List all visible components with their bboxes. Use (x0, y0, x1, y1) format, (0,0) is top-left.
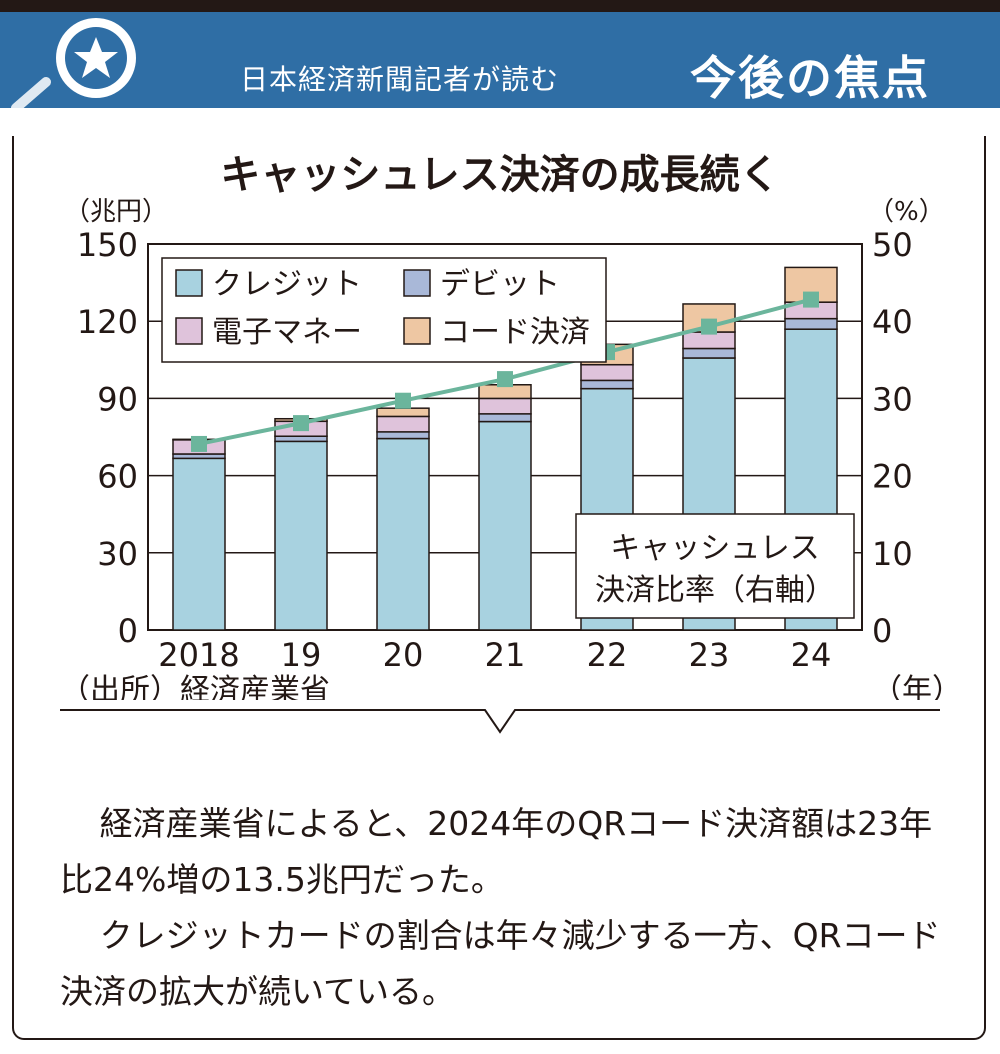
header-banner: 日本経済新聞記者が読む 今後の焦点 (0, 12, 1000, 108)
bar-segment (376, 431, 430, 440)
article-body: 経済産業省によると、2024年のQRコード決済額は23年比24%増の13.5兆円… (60, 796, 950, 1020)
bar-segment (478, 413, 532, 423)
speech-divider (60, 709, 940, 734)
x-tick-label: 21 (485, 636, 526, 674)
y2-tick-label: 40 (872, 303, 913, 341)
x-tick-label: 19 (281, 636, 322, 674)
banner-title: 今後の焦点 (690, 51, 930, 105)
ratio-marker (497, 371, 513, 388)
banner-subtitle: 日本経済新聞記者が読む (240, 63, 560, 96)
x-axis-unit: （年） (872, 673, 962, 700)
y2-tick-label: 10 (872, 535, 913, 573)
bar-segment (376, 437, 430, 631)
ratio-annotation-box (575, 513, 855, 619)
y-tick-label: 90 (97, 380, 138, 418)
bar-segment (376, 415, 430, 433)
legend-label: クレジット (212, 267, 362, 302)
ratio-marker (395, 392, 411, 409)
bar-segment (478, 397, 532, 415)
ratio-marker (293, 415, 309, 432)
legend-swatch (175, 269, 203, 297)
bar-segment (682, 347, 736, 359)
article-paragraph: 経済産業省によると、2024年のQRコード決済額は23年比24%増の13.5兆円… (60, 804, 933, 899)
y2-tick-label: 50 (872, 226, 913, 264)
x-tick-label: 24 (791, 636, 832, 674)
bar-segment (784, 317, 838, 330)
y-tick-label: 150 (77, 226, 138, 264)
ratio-marker (803, 291, 819, 308)
legend-swatch (403, 269, 431, 297)
bar-segment (580, 379, 634, 390)
ratio-marker (701, 318, 717, 335)
legend-swatch (175, 317, 203, 345)
bar-segment (274, 440, 328, 631)
ratio-annotation-label: 決済比率（右軸） (595, 573, 835, 608)
bar-segment (580, 363, 634, 382)
legend-swatch (403, 317, 431, 345)
y2-tick-label: 0 (872, 612, 892, 650)
bar-segment (172, 457, 226, 631)
chart-title: キャッシュレス決済の成長続く (220, 152, 780, 198)
x-tick-label: 2018 (158, 636, 239, 674)
y2-tick-label: 20 (872, 458, 913, 496)
y2-tick-label: 30 (872, 380, 913, 418)
x-tick-label: 23 (689, 636, 730, 674)
ratio-marker (191, 435, 207, 452)
x-tick-label: 22 (587, 636, 628, 674)
y2-axis-unit: （%） (868, 197, 945, 227)
bar-segment (376, 407, 430, 418)
y-axis-unit: （兆円） (64, 197, 168, 227)
x-tick-label: 20 (383, 636, 424, 674)
magnifier-star-icon (11, 18, 136, 108)
article-paragraph: クレジットカードの割合は年々減少する一方、QRコード決済の拡大が続いている。 (60, 916, 941, 1011)
legend-box (161, 257, 607, 363)
legend-label: コード決済 (440, 315, 590, 350)
y-tick-label: 0 (118, 612, 138, 650)
bar-segment (274, 435, 328, 443)
stacked-bar-chart: 0 30 60 90 120 150 0 10 20 30 40 50 （兆円） （%） 2018 19 20 2… (60, 197, 962, 700)
ratio-annotation-label: キャッシュレス (610, 531, 819, 566)
legend-label: 電子マネー (212, 315, 362, 350)
top-border (0, 0, 1000, 12)
y-tick-label: 60 (97, 458, 138, 496)
bar-segment (478, 420, 532, 631)
legend-label: デビット (440, 267, 560, 302)
y-tick-label: 120 (77, 303, 138, 341)
source-note: （出所）経済産業省 (60, 673, 330, 700)
y-tick-label: 30 (97, 535, 138, 573)
